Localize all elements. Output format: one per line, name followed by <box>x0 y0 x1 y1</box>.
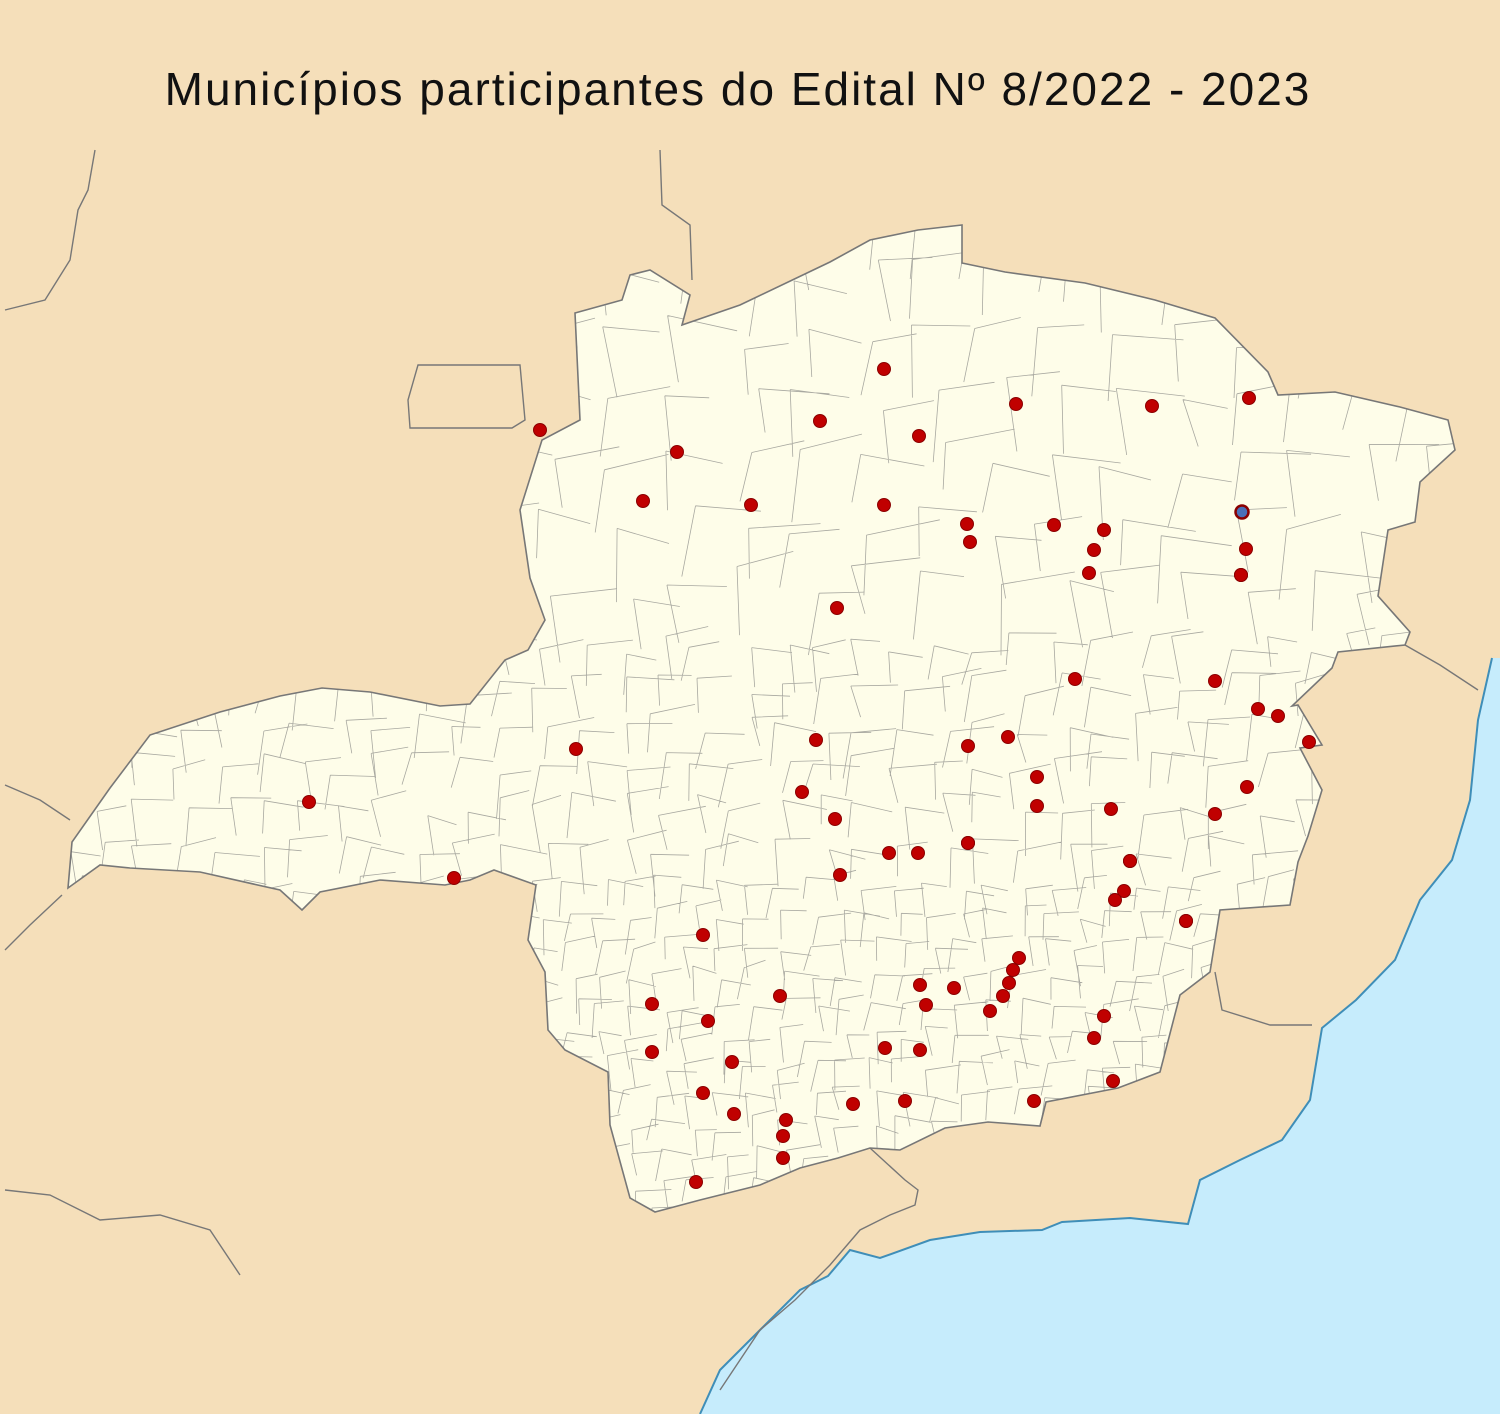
marker-5 <box>912 429 926 443</box>
marker-50 <box>1002 976 1016 990</box>
marker-45 <box>1108 893 1122 907</box>
marker-14 <box>1047 518 1061 532</box>
marker-44 <box>1117 884 1131 898</box>
marker-22 <box>1208 674 1222 688</box>
marker-76 <box>1234 568 1248 582</box>
marker-27 <box>809 733 823 747</box>
state-area <box>68 225 1455 1212</box>
marker-70 <box>779 1113 793 1127</box>
marker-74 <box>913 1043 927 1057</box>
marker-13 <box>963 535 977 549</box>
marker-15 <box>1097 523 1111 537</box>
marker-23 <box>1251 702 1265 716</box>
marker-52 <box>983 1004 997 1018</box>
marker-34 <box>828 812 842 826</box>
marker-47 <box>696 928 710 942</box>
marker-78 <box>961 836 975 850</box>
marker-62 <box>725 1055 739 1069</box>
marker-28 <box>961 739 975 753</box>
marker-42 <box>447 871 461 885</box>
marker-54 <box>913 978 927 992</box>
marker-58 <box>701 1014 715 1028</box>
marker-12 <box>960 517 974 531</box>
marker-68 <box>898 1094 912 1108</box>
border-east <box>1404 644 1479 691</box>
marker-61 <box>645 1045 659 1059</box>
marker-8 <box>1242 391 1256 405</box>
participant-markers <box>302 362 1316 1189</box>
marker-18 <box>1239 542 1253 556</box>
marker-35 <box>1104 802 1118 816</box>
marker-32 <box>1030 799 1044 813</box>
marker-55 <box>919 998 933 1012</box>
marker-10 <box>744 498 758 512</box>
marker-53 <box>947 981 961 995</box>
marker-59 <box>1097 1009 1111 1023</box>
marker-9 <box>636 494 650 508</box>
marker-29 <box>1001 730 1015 744</box>
marker-25 <box>1302 735 1316 749</box>
marker-33 <box>795 785 809 799</box>
marker-41 <box>833 868 847 882</box>
marker-75 <box>1179 914 1193 928</box>
marker-48 <box>1012 951 1026 965</box>
marker-57 <box>645 997 659 1011</box>
marker-31 <box>1030 770 1044 784</box>
marker-21 <box>1068 672 1082 686</box>
border-north <box>659 149 693 281</box>
marker-17 <box>1082 566 1096 580</box>
marker-49 <box>1006 963 1020 977</box>
marker-63 <box>878 1041 892 1055</box>
marker-16 <box>1087 543 1101 557</box>
marker-69 <box>1027 1094 1041 1108</box>
state-outline <box>67 224 1456 1213</box>
marker-66 <box>727 1107 741 1121</box>
marker-30 <box>302 795 316 809</box>
coast-line <box>699 657 1493 1414</box>
marker-71 <box>776 1129 790 1143</box>
border-south-rj <box>719 1147 919 1391</box>
marker-79 <box>1234 504 1250 520</box>
sea-area <box>700 658 1500 1414</box>
marker-1 <box>877 362 891 376</box>
marker-77 <box>1123 854 1137 868</box>
marker-72 <box>776 1151 790 1165</box>
marker-2 <box>533 423 547 437</box>
marker-36 <box>1240 780 1254 794</box>
marker-6 <box>1009 397 1023 411</box>
border-federal-district <box>407 364 526 429</box>
border-west-south <box>4 894 63 951</box>
marker-3 <box>670 445 684 459</box>
marker-37 <box>1208 807 1222 821</box>
marker-38 <box>882 846 896 860</box>
border-west-mid <box>4 784 71 821</box>
marker-56 <box>773 989 787 1003</box>
marker-7 <box>1145 399 1159 413</box>
marker-67 <box>846 1097 860 1111</box>
marker-39 <box>911 846 925 860</box>
marker-73 <box>689 1175 703 1189</box>
marker-64 <box>1106 1074 1120 1088</box>
border-west-north <box>4 149 96 311</box>
marker-65 <box>696 1086 710 1100</box>
neighbor-borders <box>4 149 1479 1391</box>
marker-11 <box>877 498 891 512</box>
marker-24 <box>1271 709 1285 723</box>
marker-26 <box>569 742 583 756</box>
border-south-es <box>1214 971 1312 1026</box>
marker-20 <box>830 601 844 615</box>
border-southwest <box>4 1189 241 1276</box>
marker-4 <box>813 414 827 428</box>
marker-60 <box>1087 1031 1101 1045</box>
map-title: Municípios participantes do Edital Nº 8/… <box>164 63 1312 115</box>
marker-51 <box>996 989 1010 1003</box>
